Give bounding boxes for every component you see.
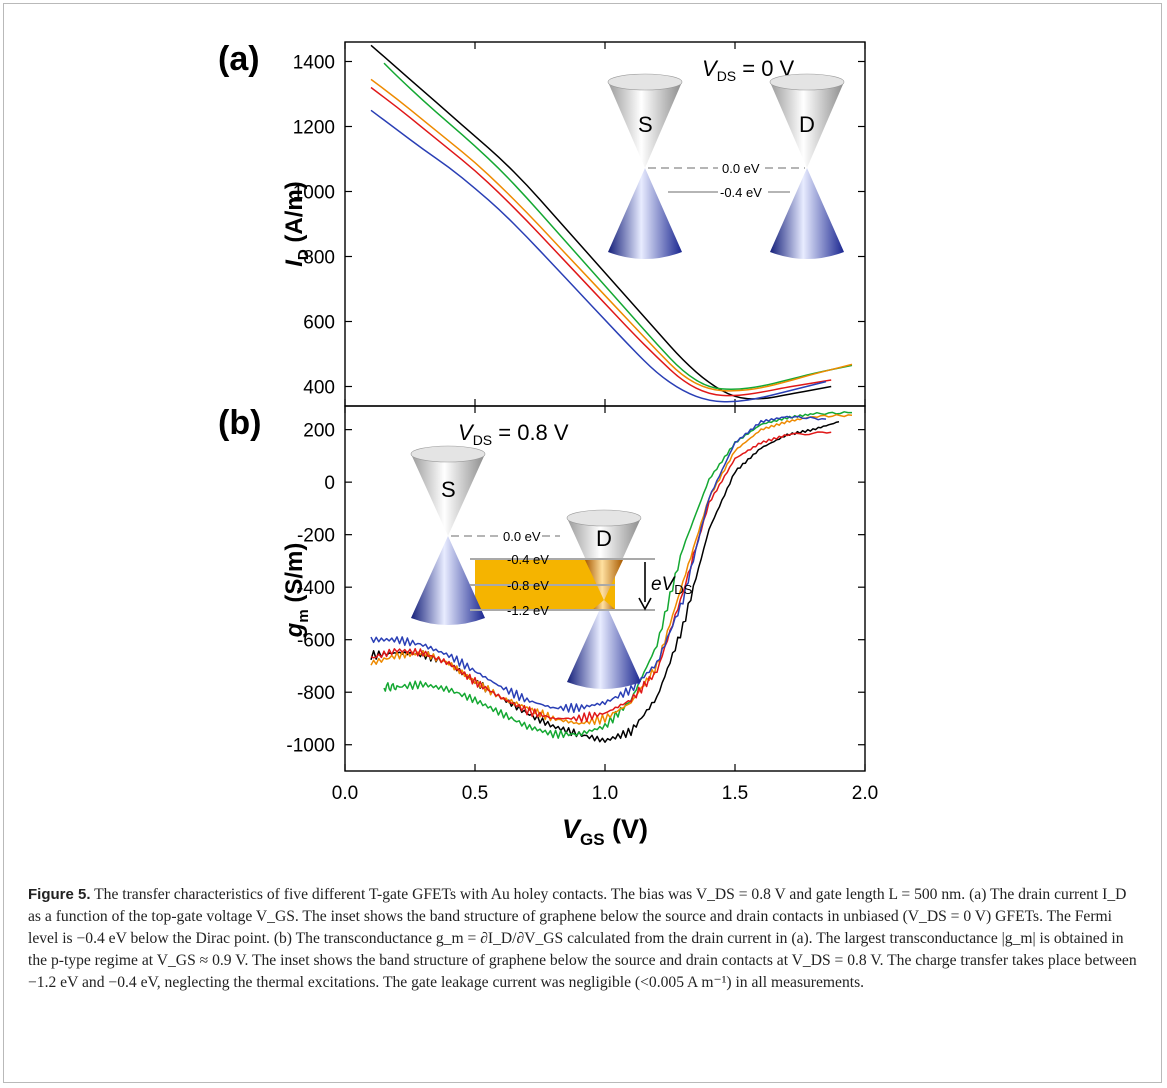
x-tick-label: 1.0 xyxy=(592,783,618,804)
series-line xyxy=(370,86,832,397)
y-tick-label: 1200 xyxy=(293,118,335,139)
panel-b: (b) -1000 -800 -600 -400 -200 0 200 0.0 0.5 1.0 1… xyxy=(218,404,878,849)
caption-label: Figure 5. xyxy=(28,886,91,903)
inset-b-level-2: -0.8 eV xyxy=(507,578,549,593)
inset-b-source-lower-cone xyxy=(411,536,485,625)
y-tick-label: 800 xyxy=(303,248,335,269)
series-line xyxy=(370,78,853,392)
inset-b-condition: VDS = 0.8 V xyxy=(458,420,569,448)
inset-b-label-bg-0 xyxy=(498,528,542,544)
panel-b-x-tick-labels: 0.0 0.5 1.0 1.5 2.0 xyxy=(332,783,878,804)
inset-a-source-label: S xyxy=(638,112,653,137)
series-line xyxy=(370,413,853,726)
inset-a-source-upper-cone xyxy=(608,77,682,168)
inset-b-drain-lower-cone xyxy=(567,600,641,689)
panel-b-y-axis-title: gm (S/m) xyxy=(281,543,312,639)
inset-a-band-diagram: VDS = 0 V S D 0.0 eV -0.4 eV xyxy=(607,56,845,259)
panel-b-series xyxy=(370,411,853,743)
inset-b-drain-upper-rim xyxy=(566,509,642,527)
inset-b-drain-label: D xyxy=(596,526,612,551)
y-tick-label: -1000 xyxy=(286,736,335,757)
figure-frame xyxy=(3,3,1162,1083)
x-tick-label: 0.0 xyxy=(332,783,358,804)
inset-b-drain-upper-cone xyxy=(567,513,641,600)
y-tick-label: 1000 xyxy=(293,183,335,204)
inset-a-label-bg-0 xyxy=(718,160,762,176)
inset-a-drain-upper-cone xyxy=(770,77,844,168)
inset-a-source-upper-rim xyxy=(607,73,683,91)
inset-b-level-0: 0.0 eV xyxy=(503,529,541,544)
inset-b-source-label: S xyxy=(441,477,456,502)
caption-text: The transfer characteristics of five dif… xyxy=(28,886,1137,991)
inset-a-level-0: 0.0 eV xyxy=(722,161,760,176)
inset-b-arrow-label: eVDS xyxy=(651,574,693,597)
series-line xyxy=(383,62,853,390)
inset-a-drain-upper-rim xyxy=(769,73,845,91)
y-tick-label: -400 xyxy=(297,578,335,599)
inset-b-source-upper-rim xyxy=(410,445,486,463)
panel-b-y-tick-labels: -1000 -800 -600 -400 -200 0 200 xyxy=(286,421,335,757)
panel-a-y-tick-labels: 400 600 800 1000 1200 1400 xyxy=(293,53,335,399)
panel-b-y-ticks xyxy=(345,429,865,746)
y-tick-label: 600 xyxy=(303,313,335,334)
panel-a-y-ticks xyxy=(344,42,866,406)
x-tick-label: 2.0 xyxy=(852,783,878,804)
panel-a-y-axis-title: ID (A/m) xyxy=(281,181,312,267)
panel-a-series xyxy=(370,44,853,403)
inset-a-level-1: -0.4 eV xyxy=(720,185,762,200)
inset-b-drain-filled-upper xyxy=(585,560,623,600)
inset-a-drain-label: D xyxy=(799,112,815,137)
inset-b-level-3: -1.2 eV xyxy=(507,603,549,618)
y-tick-label: -800 xyxy=(297,683,335,704)
panel-b-label: (b) xyxy=(218,404,261,442)
series-line xyxy=(370,415,827,714)
inset-b-band-diagram: VDS = 0.8 V S D 0.0 eV -0.4 eV -0.8 eV -… xyxy=(410,420,693,689)
panel-a-label: (a) xyxy=(218,40,260,78)
series-line xyxy=(370,44,832,400)
y-tick-label: 0 xyxy=(324,473,335,494)
y-tick-label: -200 xyxy=(297,526,335,547)
x-tick-label: 0.5 xyxy=(462,783,488,804)
series-line xyxy=(370,109,827,403)
series-line xyxy=(370,431,832,723)
inset-a-label-bg-1 xyxy=(718,184,768,200)
x-tick-label: 1.5 xyxy=(722,783,748,804)
inset-a-drain-lower-cone xyxy=(770,168,844,259)
figure-caption: Figure 5. The transfer characteristics o… xyxy=(28,884,1140,994)
inset-b-source-upper-cone xyxy=(411,449,485,536)
y-tick-label: 1400 xyxy=(293,53,335,74)
inset-b-level-1: -0.4 eV xyxy=(507,552,549,567)
y-tick-label: 400 xyxy=(303,378,335,399)
inset-b-arrow-head xyxy=(638,597,652,611)
figure-graphic: (a) 400 600 800 1000 1200 1400 ID (A/m) VDS =… xyxy=(218,40,878,849)
y-tick-label: -600 xyxy=(297,631,335,652)
x-axis-title: VGS (V) xyxy=(562,814,648,849)
inset-a-source-lower-cone xyxy=(608,168,682,259)
panel-b-x-ticks xyxy=(344,406,866,771)
inset-b-drain-filled-lower xyxy=(591,600,617,611)
y-tick-label: 200 xyxy=(303,421,335,442)
series-line xyxy=(383,411,852,739)
